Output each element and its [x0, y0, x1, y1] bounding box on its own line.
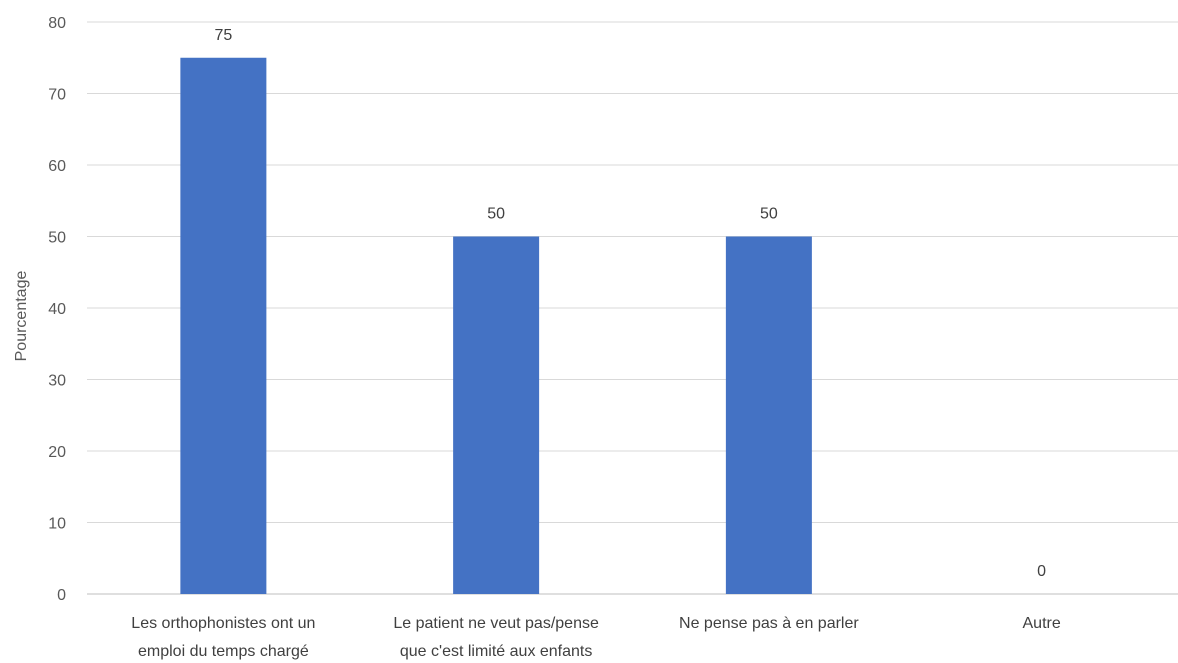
- y-tick-label: 80: [48, 15, 66, 32]
- data-label: 75: [214, 27, 232, 44]
- y-tick-label: 70: [48, 87, 66, 104]
- category-label: Autre: [1023, 615, 1061, 632]
- bar: [453, 236, 540, 594]
- data-label: 50: [487, 206, 505, 223]
- y-tick-label: 10: [48, 516, 66, 533]
- y-tick-label: 40: [48, 301, 66, 318]
- category-label: Ne pense pas à en parler: [679, 615, 859, 632]
- category-labels: Les orthophonistes ont un emploi du temps…: [131, 615, 1061, 660]
- category-label: Le patient ne veut pas/pense que c'est li…: [393, 615, 599, 660]
- category-label: Les orthophonistes ont un emploi du temps…: [131, 615, 315, 660]
- y-tick-label: 50: [48, 230, 66, 247]
- bar: [180, 57, 267, 594]
- y-axis-label: Pourcentage: [13, 271, 30, 362]
- y-tick-label: 20: [48, 444, 66, 461]
- y-tick-label: 0: [57, 587, 66, 604]
- bar: [725, 236, 812, 594]
- gridlines: [87, 21, 1178, 595]
- data-label: 50: [760, 206, 778, 223]
- bars: [180, 57, 812, 594]
- y-tick-label: 30: [48, 373, 66, 390]
- data-labels: 75 50 50 0: [214, 27, 1046, 580]
- y-tick-label: 60: [48, 158, 66, 175]
- data-label: 0: [1037, 563, 1046, 580]
- y-axis-ticks: 0 10 20 30 40 50 60 70 80: [48, 15, 66, 604]
